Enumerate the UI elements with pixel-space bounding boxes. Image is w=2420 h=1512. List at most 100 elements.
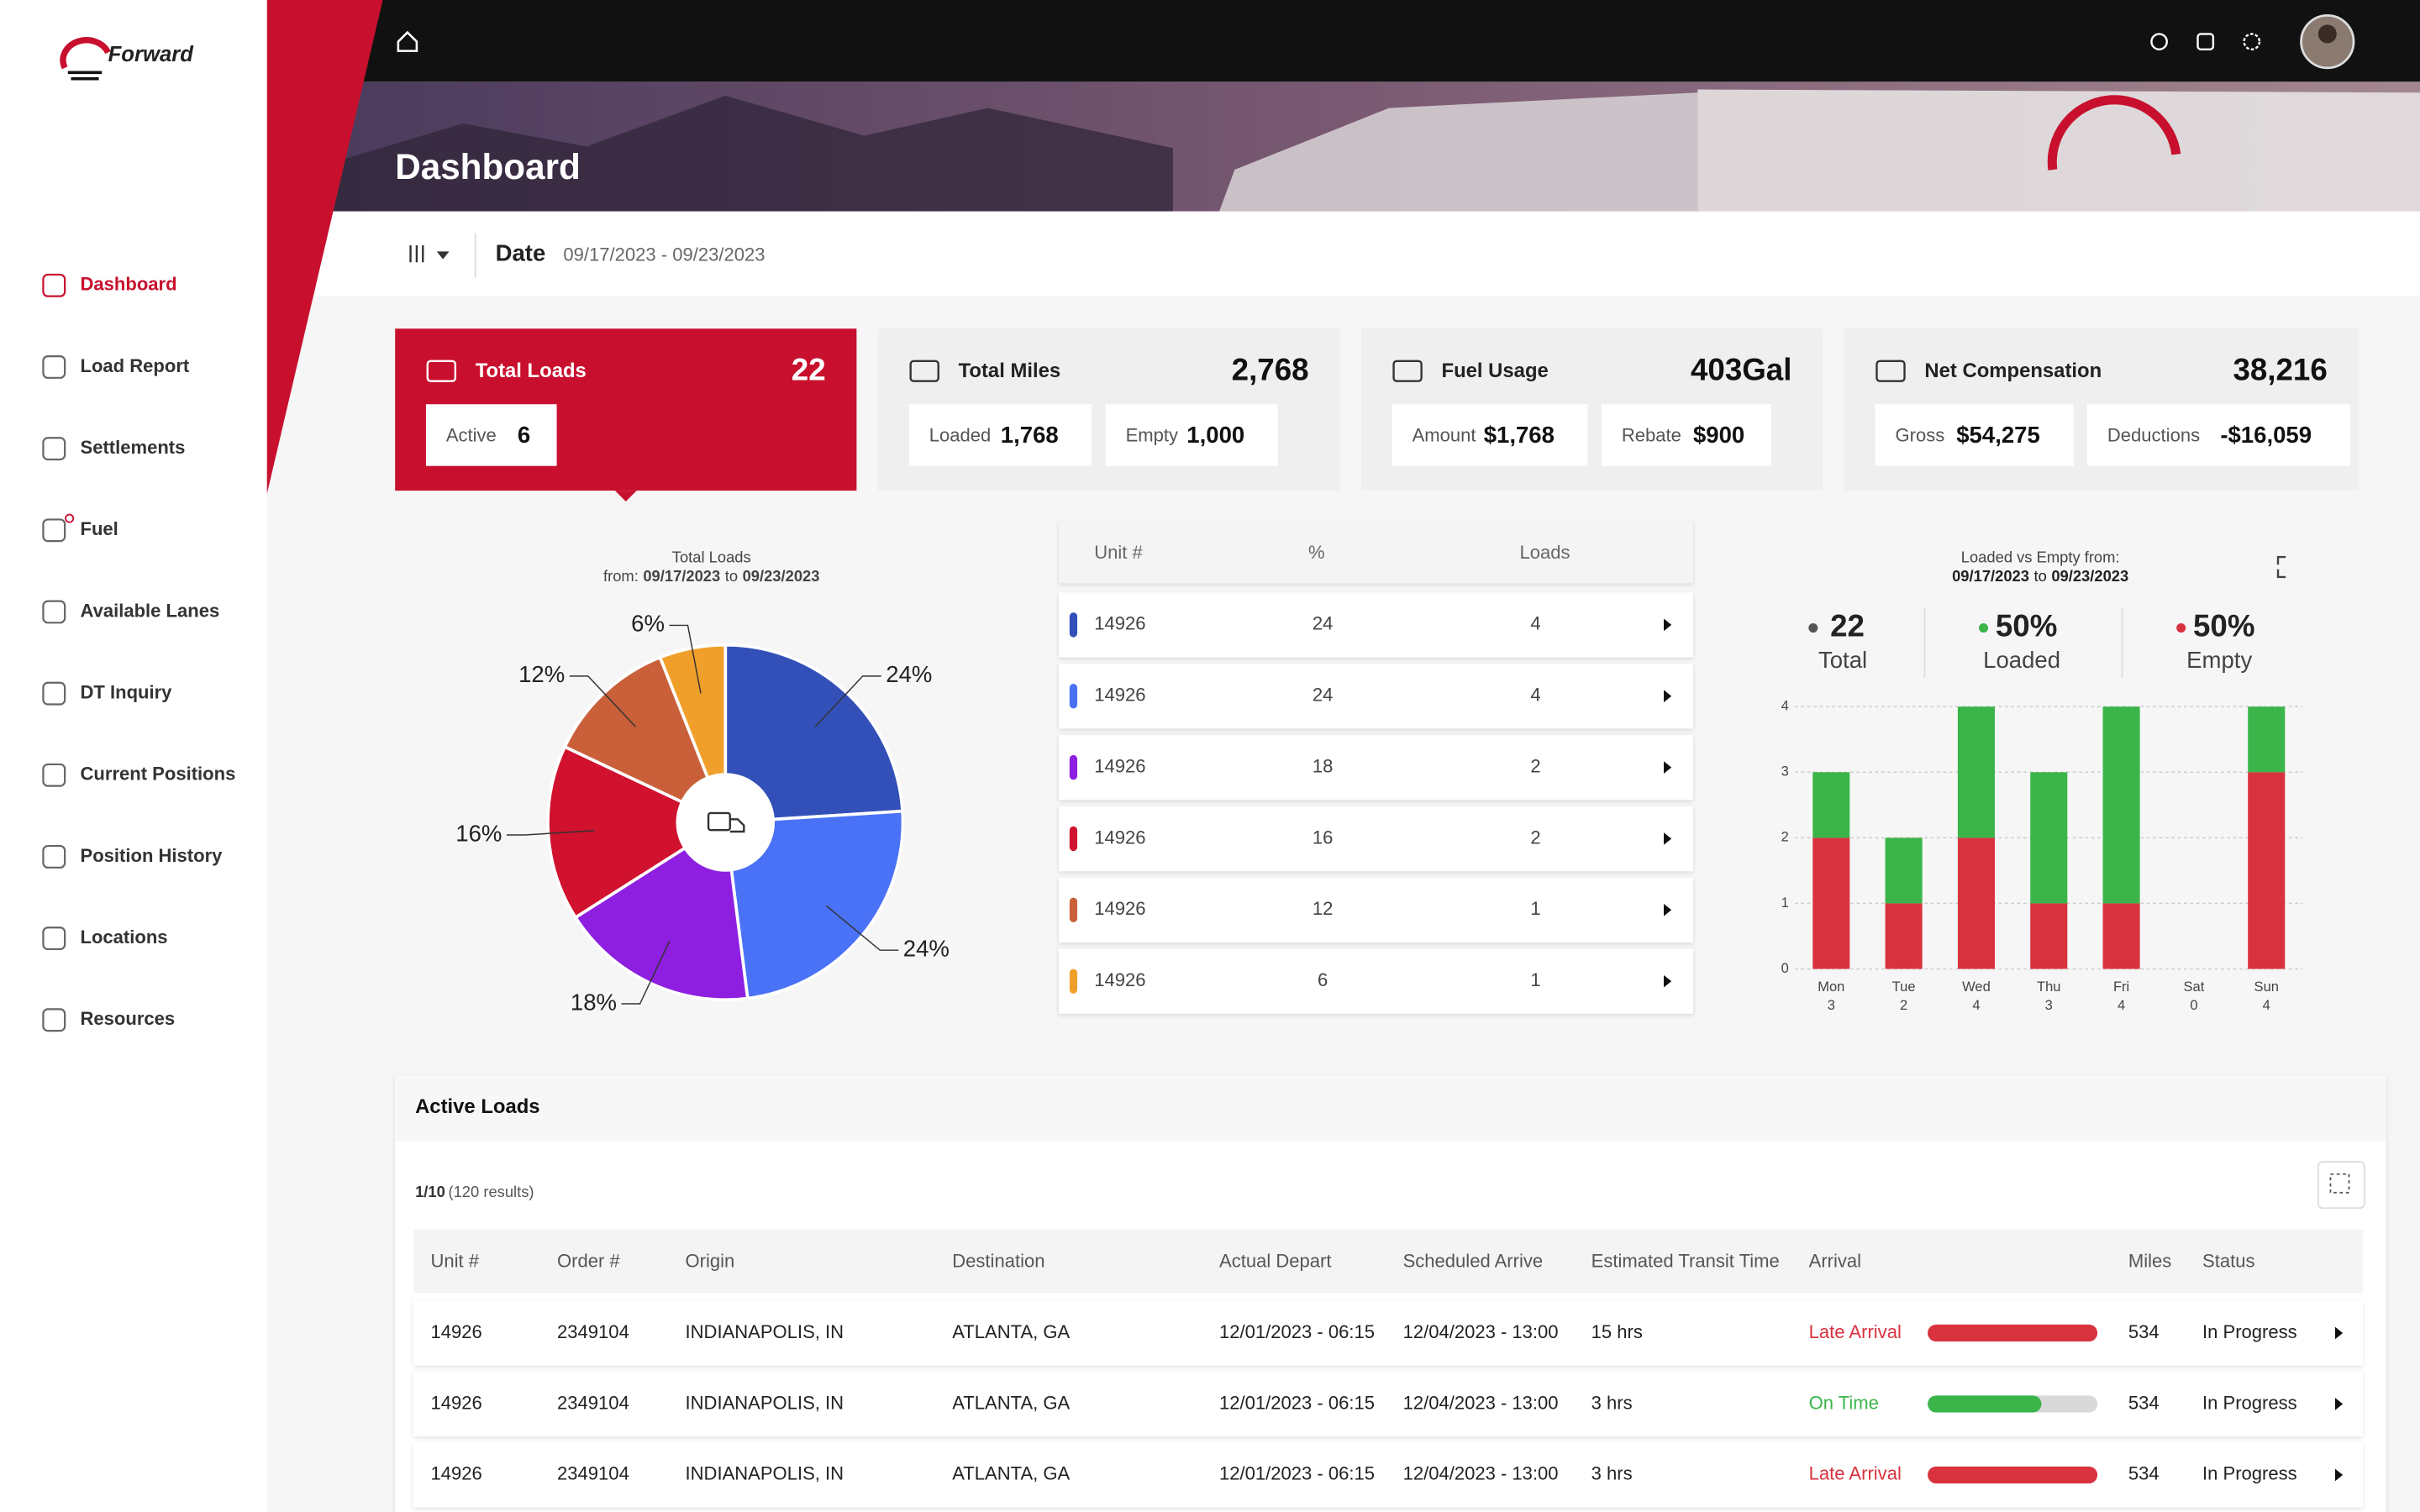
y-tick-label: 2 xyxy=(1781,829,1789,845)
y-tick-label: 0 xyxy=(1781,960,1789,976)
truck-cab xyxy=(1219,92,1698,212)
bar[interactable] xyxy=(1885,903,1923,969)
nav-item[interactable]: DT Inquiry xyxy=(42,681,172,706)
message-icon[interactable] xyxy=(2196,33,2215,50)
unit-row[interactable] xyxy=(1059,664,1693,729)
nav-item[interactable]: Fuel xyxy=(42,518,118,543)
unit-percent: 24 xyxy=(1313,685,1334,706)
slice-label: 16% xyxy=(455,820,502,846)
leader-line xyxy=(669,624,702,694)
unit-percent: 12 xyxy=(1313,898,1334,919)
cell: Late Arrival xyxy=(1809,1321,1902,1342)
filter-button[interactable] xyxy=(409,245,450,263)
nav-item[interactable]: Settlements xyxy=(42,437,185,461)
row-arrow[interactable] xyxy=(2334,1326,2344,1340)
stat-label: Loaded xyxy=(929,425,992,446)
cell: 14926 xyxy=(430,1392,481,1413)
units-table-header xyxy=(1059,521,1693,584)
y-tick-label: 4 xyxy=(1781,698,1789,714)
subtitle-part: 09/23/2023 xyxy=(2051,567,2128,585)
nav-item[interactable]: Load Report xyxy=(42,355,190,379)
x-tick-label: Fri xyxy=(2113,979,2129,995)
bar[interactable] xyxy=(1885,837,1923,904)
expand-icon[interactable] xyxy=(2276,555,2286,565)
unit-loads: 4 xyxy=(1530,613,1540,634)
card-icon xyxy=(426,360,457,382)
subtitle-part: to xyxy=(725,567,738,585)
cell: 3 hrs xyxy=(1591,1463,1633,1484)
bar[interactable] xyxy=(1957,837,1995,969)
column-settings-button[interactable] xyxy=(2317,1161,2365,1210)
nav-label: Available Lanes xyxy=(81,600,220,621)
nav-label: Resources xyxy=(81,1008,176,1029)
mountains xyxy=(308,95,1173,212)
unit-percent: 24 xyxy=(1313,613,1334,634)
support-icon[interactable] xyxy=(2150,33,2168,50)
bar[interactable] xyxy=(2248,772,2286,969)
summary-value: 50% xyxy=(1996,608,2058,643)
stat-label: Gross xyxy=(1896,425,1945,446)
bar[interactable] xyxy=(2248,706,2286,773)
unit-row[interactable] xyxy=(1059,806,1693,872)
nav-item[interactable]: Resources xyxy=(42,1008,176,1032)
row-arrow[interactable] xyxy=(1664,761,1672,774)
unit-row[interactable] xyxy=(1059,948,1693,1014)
stat-box xyxy=(1392,404,1588,466)
stat-value: -$16,059 xyxy=(2220,422,2312,448)
nav-item[interactable]: Position History xyxy=(42,845,223,869)
card-value: 2,768 xyxy=(1232,352,1309,386)
row-arrow[interactable] xyxy=(1664,690,1672,703)
bar[interactable] xyxy=(2030,772,2068,904)
stat-box xyxy=(425,404,557,466)
column-settings-icon xyxy=(2329,1173,2350,1194)
row-arrow[interactable] xyxy=(1664,903,1672,916)
nav-icon xyxy=(42,600,66,624)
bar[interactable] xyxy=(1957,706,1995,838)
settings-icon[interactable] xyxy=(2243,33,2261,50)
slice-label: 18% xyxy=(571,989,617,1015)
stat-label: Empty xyxy=(1126,425,1178,446)
row-arrow[interactable] xyxy=(1664,974,1672,988)
filter-label: Date xyxy=(496,239,546,265)
leader-line xyxy=(826,905,899,951)
unit-color xyxy=(1069,897,1078,922)
row-arrow[interactable] xyxy=(1664,832,1672,845)
row-arrow[interactable] xyxy=(1664,618,1672,632)
unit-row[interactable] xyxy=(1059,592,1693,658)
nav-item[interactable]: Locations xyxy=(42,927,168,951)
x-tick-label: Wed xyxy=(1962,979,1991,995)
unit-row[interactable] xyxy=(1059,735,1693,801)
nav-item[interactable]: Available Lanes xyxy=(42,600,220,624)
nav-item[interactable]: Dashboard xyxy=(42,274,177,297)
row-arrow[interactable] xyxy=(2334,1468,2344,1482)
subtitle-part: 09/23/2023 xyxy=(743,567,820,585)
bar[interactable] xyxy=(2102,903,2140,969)
nav-item[interactable]: Current Positions xyxy=(42,764,235,787)
unit-row[interactable] xyxy=(1059,877,1693,942)
row-arrow[interactable] xyxy=(2334,1398,2344,1410)
stat-value: 1,768 xyxy=(1001,422,1059,448)
expand-icon xyxy=(2276,569,2286,579)
unit-number: 14926 xyxy=(1094,969,1145,990)
x-tick-label: Tue xyxy=(1892,979,1916,995)
unit-loads: 1 xyxy=(1530,969,1540,990)
summary-label: Loaded xyxy=(1983,647,2060,673)
bar[interactable] xyxy=(1812,837,1850,969)
card-value: 22 xyxy=(792,352,826,386)
date-range[interactable]: 09/17/2023 - 09/23/2023 xyxy=(563,244,765,265)
nav-label: Locations xyxy=(81,927,168,948)
bar[interactable] xyxy=(1812,772,1850,838)
chart-subtitle: from: 09/17/2023 to 09/23/2023 xyxy=(603,567,819,585)
unit-color xyxy=(1069,826,1078,852)
progress-bar xyxy=(1928,1324,2098,1342)
home-icon[interactable] xyxy=(397,30,418,52)
x-total-label: 3 xyxy=(1828,997,1835,1013)
card-value: 38,216 xyxy=(2233,352,2327,386)
panel-header xyxy=(395,1075,2386,1142)
bar[interactable] xyxy=(2030,903,2068,969)
column-header: Unit # xyxy=(430,1250,479,1271)
cell: 3 hrs xyxy=(1591,1392,1633,1413)
bar[interactable] xyxy=(2102,706,2140,904)
x-tick-label: Sat xyxy=(2184,979,2205,995)
